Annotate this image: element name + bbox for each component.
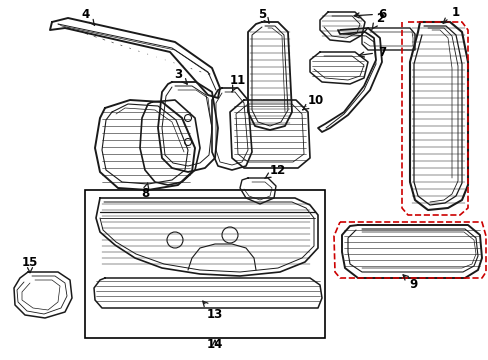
Text: 9: 9 — [402, 275, 417, 292]
Text: 12: 12 — [264, 163, 285, 178]
Text: 8: 8 — [141, 183, 149, 199]
Text: 1: 1 — [442, 5, 459, 23]
Text: 14: 14 — [206, 338, 223, 351]
Text: 10: 10 — [302, 94, 324, 110]
Text: 15: 15 — [22, 256, 38, 273]
Text: 4: 4 — [81, 8, 95, 26]
Text: 2: 2 — [371, 12, 383, 30]
Text: 11: 11 — [229, 73, 245, 92]
Bar — [85, 190, 325, 338]
Text: 6: 6 — [353, 8, 386, 21]
Text: 13: 13 — [203, 301, 223, 321]
Text: 7: 7 — [358, 45, 385, 59]
Text: 3: 3 — [174, 68, 187, 84]
Text: 5: 5 — [257, 8, 269, 23]
